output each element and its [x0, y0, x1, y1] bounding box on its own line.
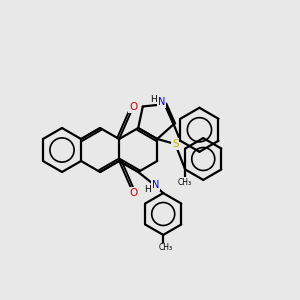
Text: N: N: [158, 97, 165, 107]
Text: O: O: [129, 188, 137, 198]
Text: S: S: [172, 139, 178, 149]
Text: N: N: [152, 180, 159, 190]
Text: O: O: [129, 102, 137, 112]
Text: CH₃: CH₃: [158, 243, 172, 252]
Text: H: H: [144, 184, 151, 194]
Text: CH₃: CH₃: [178, 178, 192, 187]
Text: H: H: [150, 95, 157, 104]
